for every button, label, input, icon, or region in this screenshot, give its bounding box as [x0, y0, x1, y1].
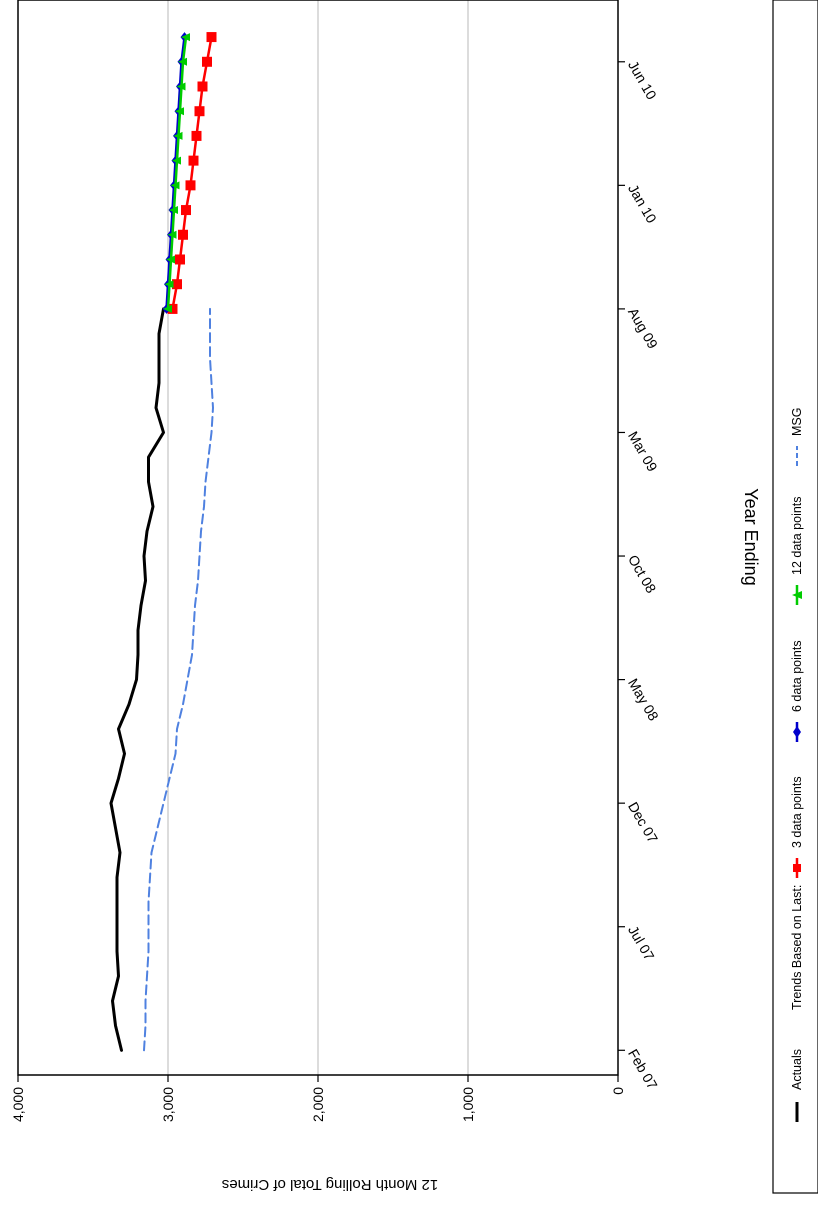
- series-4-point-5: [170, 181, 180, 190]
- series-line-2: [171, 35, 213, 311]
- series-4-point-10: [178, 57, 187, 66]
- y-axis-ticks: 0 1,000 2,000 3,000 4,000: [10, 1075, 626, 1122]
- time-tick-label-5: Mar 09: [625, 428, 661, 474]
- x-axis-ticks: Feb 07 Jul 07 Dec 07 May 08 Oct 08 Mar 09 Aug …: [618, 58, 662, 1092]
- legend-marker-trend12: [792, 591, 802, 599]
- time-tick-label-2: Dec 07: [625, 799, 661, 846]
- gridlines: [167, 0, 469, 1075]
- series-4-point-11: [181, 33, 190, 42]
- time-tick-label-7: Jan 10: [625, 181, 660, 226]
- legend-box: [772, 0, 818, 1194]
- legend-marker-trend3: [793, 864, 801, 872]
- series-4-point-6: [172, 156, 181, 165]
- time-tick-label-4: Oct 08: [625, 552, 660, 596]
- series-2-point-10: [202, 56, 212, 67]
- series-2-point-3: [178, 229, 188, 240]
- series-2-point-11: [206, 32, 217, 43]
- legend-marker-trend6: [793, 726, 801, 738]
- time-tick-label-1: Jul 07: [625, 923, 658, 964]
- series-4-point-9: [176, 82, 186, 91]
- series-2-point-9: [197, 81, 208, 92]
- series-line-0: [109, 307, 165, 1052]
- legend-label-actuals: Actuals: [790, 1049, 804, 1090]
- value-tick-label-1000: 1,000: [460, 1087, 476, 1122]
- series-2-point-7: [191, 130, 202, 141]
- series-2-point-5: [185, 180, 196, 191]
- series-line-1: [143, 307, 214, 1052]
- series-2-point-0: [167, 303, 178, 314]
- series-4-point-8: [175, 107, 184, 116]
- series-2-point-2: [175, 254, 185, 265]
- series-4-point-3: [167, 230, 177, 239]
- series-4-point-2: [166, 255, 175, 264]
- time-tick-label-8: Jun 10: [625, 58, 660, 103]
- value-tick-label-0: 0: [610, 1087, 626, 1095]
- time-tick-label-0: Feb 07: [625, 1046, 661, 1092]
- time-tick-label-3: May 08: [625, 676, 662, 724]
- legend-label-trend6: 6 data points: [790, 640, 804, 712]
- series-layer: [109, 32, 217, 1052]
- series-4-point-4: [169, 206, 178, 215]
- time-tick-label-6: Aug 09: [625, 305, 661, 352]
- value-tick-label-2000: 2,000: [310, 1087, 326, 1122]
- value-tick-label-4000: 4,000: [10, 1087, 26, 1122]
- y-axis-title: 12 Month Rolling Total of Crimes: [222, 1176, 439, 1193]
- legend-label-trend12: 12 data points: [790, 496, 804, 575]
- series-4-point-7: [173, 131, 183, 140]
- series-4-point-1: [164, 280, 174, 289]
- legend: Actuals Trends Based on Last: 3 data poi…: [772, 0, 818, 1194]
- legend-label-trends-prefix: Trends Based on Last:: [790, 885, 804, 1010]
- legend-label-msg: MSG: [790, 408, 804, 436]
- series-2-point-4: [181, 205, 191, 216]
- series-2-point-6: [188, 155, 199, 166]
- series-2-point-8: [194, 106, 205, 117]
- x-axis-title: Year Ending: [741, 488, 761, 585]
- series-line-4: [166, 35, 188, 311]
- series-2-point-1: [172, 279, 182, 290]
- value-tick-label-3000: 3,000: [160, 1087, 176, 1122]
- series-4-point-0: [163, 304, 172, 313]
- legend-label-trend3: 3 data points: [790, 776, 804, 848]
